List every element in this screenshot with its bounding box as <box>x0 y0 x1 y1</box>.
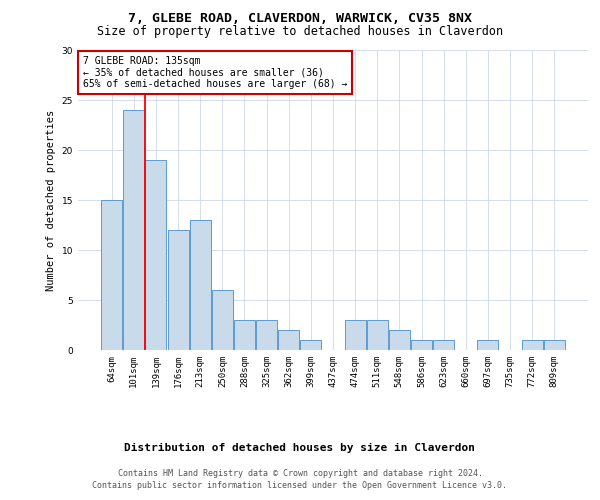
Bar <box>212 290 233 350</box>
Text: 7, GLEBE ROAD, CLAVERDON, WARWICK, CV35 8NX: 7, GLEBE ROAD, CLAVERDON, WARWICK, CV35 … <box>128 12 472 26</box>
Text: Contains public sector information licensed under the Open Government Licence v3: Contains public sector information licen… <box>92 481 508 490</box>
Bar <box>301 340 322 350</box>
Bar <box>478 340 499 350</box>
Y-axis label: Number of detached properties: Number of detached properties <box>46 110 56 290</box>
Bar <box>167 230 188 350</box>
Text: Contains HM Land Registry data © Crown copyright and database right 2024.: Contains HM Land Registry data © Crown c… <box>118 469 482 478</box>
Text: 7 GLEBE ROAD: 135sqm
← 35% of detached houses are smaller (36)
65% of semi-detac: 7 GLEBE ROAD: 135sqm ← 35% of detached h… <box>83 56 347 89</box>
Bar <box>389 330 410 350</box>
Bar <box>544 340 565 350</box>
Bar <box>256 320 277 350</box>
Bar <box>344 320 365 350</box>
Text: Size of property relative to detached houses in Claverdon: Size of property relative to detached ho… <box>97 24 503 38</box>
Bar <box>433 340 454 350</box>
Text: Distribution of detached houses by size in Claverdon: Distribution of detached houses by size … <box>125 442 476 452</box>
Bar <box>411 340 432 350</box>
Bar <box>521 340 542 350</box>
Bar <box>190 220 211 350</box>
Bar <box>234 320 255 350</box>
Bar <box>101 200 122 350</box>
Bar <box>145 160 166 350</box>
Bar <box>367 320 388 350</box>
Bar <box>278 330 299 350</box>
Bar <box>124 110 145 350</box>
